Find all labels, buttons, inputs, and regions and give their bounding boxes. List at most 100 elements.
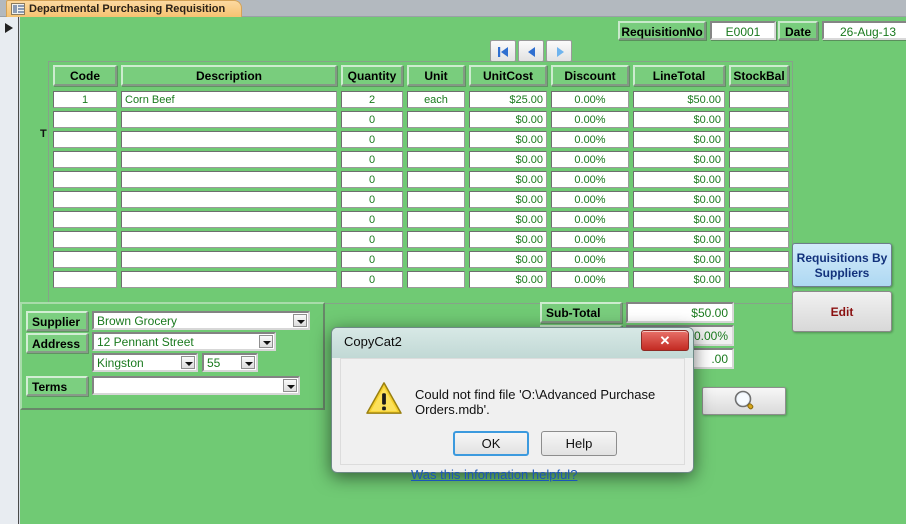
column-header-unit[interactable]: Unit — [407, 65, 465, 86]
grid-cell-unitcost[interactable]: $0.00 — [469, 151, 547, 168]
grid-cell-linetotal[interactable]: $0.00 — [633, 111, 725, 128]
grid-cell-unit[interactable] — [407, 211, 465, 228]
grid-cell-quantity[interactable]: 0 — [341, 111, 403, 128]
grid-cell-description[interactable] — [121, 251, 337, 268]
grid-cell-linetotal[interactable]: $0.00 — [633, 131, 725, 148]
grid-cell-code[interactable] — [53, 231, 117, 248]
grid-cell-linetotal[interactable]: $0.00 — [633, 191, 725, 208]
chevron-down-icon[interactable] — [241, 356, 255, 369]
grid-cell-linetotal[interactable]: $50.00 — [633, 91, 725, 108]
ok-button[interactable]: OK — [453, 431, 529, 456]
previous-record-button[interactable] — [518, 40, 544, 62]
grid-cell-linetotal[interactable]: $0.00 — [633, 151, 725, 168]
grid-cell-code[interactable] — [53, 151, 117, 168]
grid-cell-quantity[interactable]: 0 — [341, 191, 403, 208]
help-button[interactable]: Help — [541, 431, 617, 456]
grid-cell-unitcost[interactable]: $0.00 — [469, 231, 547, 248]
grid-cell-linetotal[interactable]: $0.00 — [633, 171, 725, 188]
grid-cell-description[interactable] — [121, 191, 337, 208]
grid-cell-code[interactable] — [53, 131, 117, 148]
grid-cell-quantity[interactable]: 0 — [341, 271, 403, 288]
grid-cell-quantity[interactable]: 0 — [341, 211, 403, 228]
grid-cell-code[interactable] — [53, 171, 117, 188]
grid-cell-stockbal[interactable] — [729, 171, 789, 188]
grid-cell-stockbal[interactable] — [729, 271, 789, 288]
grid-cell-unit[interactable] — [407, 131, 465, 148]
chevron-down-icon[interactable] — [283, 379, 297, 392]
requisition-no-field[interactable]: E0001 — [710, 21, 776, 40]
grid-cell-unit[interactable] — [407, 231, 465, 248]
grid-cell-stockbal[interactable] — [729, 111, 789, 128]
column-header-linetotal[interactable]: LineTotal — [633, 65, 725, 86]
grid-cell-unitcost[interactable]: $0.00 — [469, 171, 547, 188]
column-header-quantity[interactable]: Quantity — [341, 65, 403, 86]
grid-cell-code[interactable] — [53, 271, 117, 288]
grid-cell-linetotal[interactable]: $0.00 — [633, 251, 725, 268]
grid-cell-code[interactable] — [53, 211, 117, 228]
grid-cell-discount[interactable]: 0.00% — [551, 231, 629, 248]
column-header-code[interactable]: Code — [53, 65, 117, 86]
grid-cell-unitcost[interactable]: $0.00 — [469, 111, 547, 128]
grid-cell-unitcost[interactable]: $0.00 — [469, 191, 547, 208]
grid-cell-unit[interactable] — [407, 191, 465, 208]
grid-cell-description[interactable] — [121, 131, 337, 148]
grid-cell-description[interactable] — [121, 111, 337, 128]
next-record-button[interactable] — [546, 40, 572, 62]
column-header-discount[interactable]: Discount — [551, 65, 629, 86]
grid-cell-stockbal[interactable] — [729, 191, 789, 208]
grid-cell-code[interactable] — [53, 191, 117, 208]
was-this-information-helpful-link[interactable]: Was this information helpful? — [411, 467, 578, 482]
grid-cell-description[interactable]: Corn Beef — [121, 91, 337, 108]
search-button[interactable] — [702, 387, 786, 415]
grid-cell-unit[interactable] — [407, 251, 465, 268]
edit-button[interactable]: Edit — [792, 291, 892, 332]
grid-cell-unit[interactable] — [407, 151, 465, 168]
grid-cell-stockbal[interactable] — [729, 211, 789, 228]
grid-cell-description[interactable] — [121, 171, 337, 188]
terms-combo[interactable] — [92, 376, 300, 395]
grid-cell-stockbal[interactable] — [729, 91, 789, 108]
grid-cell-unit[interactable] — [407, 271, 465, 288]
grid-cell-discount[interactable]: 0.00% — [551, 111, 629, 128]
grid-cell-unitcost[interactable]: $0.00 — [469, 271, 547, 288]
requisitions-by-suppliers-button[interactable]: Requisitions By Suppliers — [792, 243, 892, 287]
grid-cell-unitcost[interactable]: $0.00 — [469, 131, 547, 148]
grid-cell-discount[interactable]: 0.00% — [551, 151, 629, 168]
grid-cell-discount[interactable]: 0.00% — [551, 271, 629, 288]
date-field[interactable]: 26-Aug-13 — [822, 21, 906, 40]
grid-cell-discount[interactable]: 0.00% — [551, 211, 629, 228]
grid-cell-quantity[interactable]: 0 — [341, 131, 403, 148]
grid-cell-unitcost[interactable]: $0.00 — [469, 211, 547, 228]
column-header-unitcost[interactable]: UnitCost — [469, 65, 547, 86]
grid-cell-discount[interactable]: 0.00% — [551, 131, 629, 148]
column-header-stockbal[interactable]: StockBal — [729, 65, 789, 86]
grid-cell-unit[interactable] — [407, 111, 465, 128]
grid-cell-linetotal[interactable]: $0.00 — [633, 211, 725, 228]
grid-cell-stockbal[interactable] — [729, 231, 789, 248]
grid-cell-unitcost[interactable]: $0.00 — [469, 251, 547, 268]
grid-cell-stockbal[interactable] — [729, 251, 789, 268]
grid-cell-linetotal[interactable]: $0.00 — [633, 271, 725, 288]
grid-cell-description[interactable] — [121, 271, 337, 288]
first-record-button[interactable] — [490, 40, 516, 62]
column-header-description[interactable]: Description — [121, 65, 337, 86]
grid-cell-code[interactable]: 1 — [53, 91, 117, 108]
chevron-down-icon[interactable] — [259, 335, 273, 348]
grid-cell-unitcost[interactable]: $25.00 — [469, 91, 547, 108]
grid-cell-discount[interactable]: 0.00% — [551, 251, 629, 268]
grid-cell-quantity[interactable]: 0 — [341, 251, 403, 268]
grid-cell-stockbal[interactable] — [729, 151, 789, 168]
grid-cell-description[interactable] — [121, 231, 337, 248]
grid-cell-unit[interactable] — [407, 171, 465, 188]
address-code-combo[interactable]: 55 — [202, 353, 258, 372]
tab-departmental-purchasing-requisition[interactable]: Departmental Purchasing Requisition — [6, 0, 243, 17]
grid-cell-code[interactable] — [53, 251, 117, 268]
grid-cell-stockbal[interactable] — [729, 131, 789, 148]
supplier-combo[interactable]: Brown Grocery — [92, 311, 310, 330]
grid-cell-linetotal[interactable]: $0.00 — [633, 231, 725, 248]
grid-cell-code[interactable] — [53, 111, 117, 128]
grid-cell-discount[interactable]: 0.00% — [551, 171, 629, 188]
chevron-down-icon[interactable] — [181, 356, 195, 369]
grid-cell-quantity[interactable]: 0 — [341, 171, 403, 188]
grid-cell-quantity[interactable]: 0 — [341, 151, 403, 168]
